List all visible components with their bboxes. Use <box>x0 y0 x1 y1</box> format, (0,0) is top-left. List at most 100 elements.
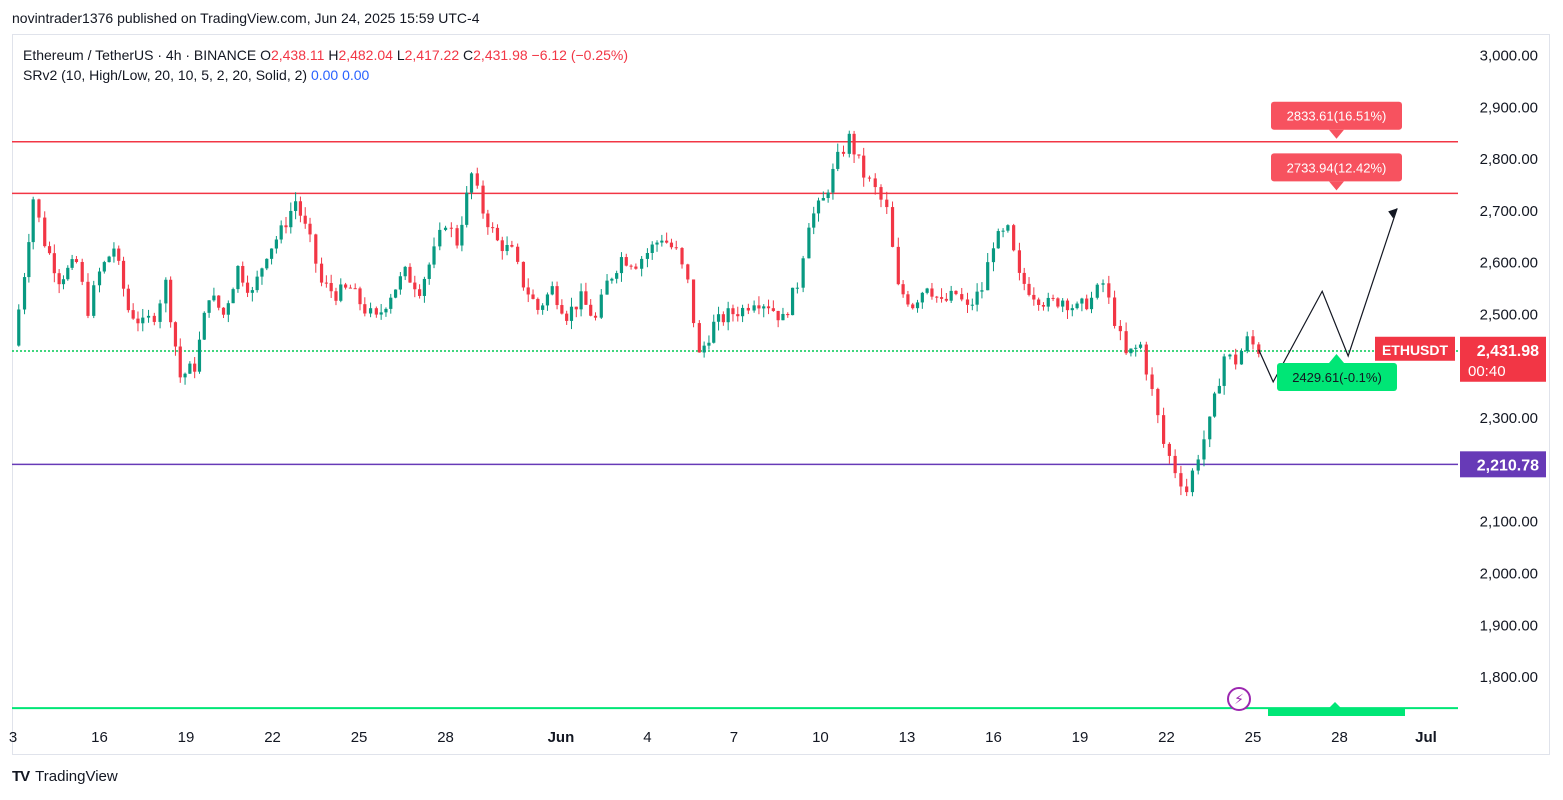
candle-body <box>495 227 500 241</box>
candle-body <box>821 198 825 201</box>
candle-body <box>1095 284 1099 298</box>
candle-body <box>1222 356 1226 386</box>
candle-body <box>1212 393 1217 417</box>
tradingview-logo-icon: TV <box>12 768 30 785</box>
x-tick-label: 25 <box>1245 729 1262 746</box>
candle-body <box>980 290 984 292</box>
candle-body <box>57 273 61 285</box>
x-tick-label: 13 <box>899 729 916 746</box>
candle-body <box>686 264 690 280</box>
candle-body <box>762 306 766 309</box>
support-box <box>1277 362 1397 391</box>
indicator-title[interactable]: SRv2 (10, High/Low, 20, 10, 5, 2, 20, So… <box>23 67 308 83</box>
x-tick-label: 3 <box>9 729 17 746</box>
lightning-icon[interactable]: ⚡ <box>1227 687 1251 711</box>
x-tick-label: 28 <box>437 729 454 746</box>
x-tick-label: 7 <box>730 729 738 746</box>
candle-body <box>536 298 540 310</box>
candle-body <box>541 305 545 310</box>
candle-body <box>1190 470 1195 493</box>
candle-body <box>680 248 684 265</box>
candle-body <box>1089 297 1094 310</box>
candle-body <box>217 295 221 308</box>
candle-body <box>363 304 367 314</box>
candle-body <box>1167 443 1171 456</box>
candle-body <box>599 294 603 318</box>
candle-body <box>550 286 554 295</box>
candle-body <box>86 281 90 316</box>
candle-body <box>707 342 711 346</box>
y-tick-label: 2,100.00 <box>1480 514 1538 531</box>
candle-body <box>873 178 877 188</box>
candle-body <box>31 199 35 243</box>
candle-body <box>131 310 135 319</box>
candle-body <box>324 282 328 284</box>
support-box-label: 2429.61(-0.1%) <box>1292 370 1382 385</box>
candle-body <box>1037 299 1041 305</box>
x-tick-label: 4 <box>643 729 651 746</box>
candle-body <box>925 288 929 293</box>
candle-body <box>579 291 583 310</box>
change-value: −6.12 (−0.25%) <box>531 47 629 63</box>
candle-body <box>991 248 996 263</box>
projection-arrowhead <box>1388 208 1398 219</box>
candle-body <box>1251 336 1255 345</box>
support-box-pointer <box>1329 353 1344 363</box>
candle-body <box>852 133 856 155</box>
candle-body <box>920 292 924 303</box>
candle-body <box>274 239 278 249</box>
candle-body <box>469 173 474 193</box>
candle-body <box>569 306 574 321</box>
candle-body <box>812 213 816 228</box>
candle-body <box>74 259 79 263</box>
candle-body <box>102 262 106 272</box>
footer-brand[interactable]: TV TradingView <box>12 768 118 785</box>
candle-body <box>1012 225 1016 251</box>
candle-body <box>801 258 805 288</box>
candle-body <box>413 282 417 290</box>
resistance-upper-box-pointer <box>1329 129 1344 139</box>
candle-body <box>289 210 293 228</box>
candle-body <box>885 199 889 208</box>
open-value: 2,438.11 <box>270 47 325 63</box>
x-tick-label: 19 <box>178 729 195 746</box>
candle-body <box>1027 283 1031 295</box>
candle-body <box>455 228 459 246</box>
candle-body <box>752 305 756 311</box>
candle-body <box>403 266 407 277</box>
candle-body <box>1234 354 1238 365</box>
candle-body <box>986 262 990 291</box>
candle-body <box>255 276 259 291</box>
candle-body <box>901 284 905 295</box>
candle-body <box>841 151 846 154</box>
candle-body <box>702 345 706 353</box>
candle-body <box>460 224 464 246</box>
candle-body <box>915 302 920 309</box>
candle-body <box>374 308 378 315</box>
candle-body <box>17 309 21 346</box>
candle-body <box>265 258 269 269</box>
candle-body <box>152 315 156 322</box>
candle-body <box>624 257 628 266</box>
candle-body <box>665 240 669 243</box>
candle-body <box>975 291 979 305</box>
footer-brand-text: TradingView <box>35 768 118 785</box>
x-tick-label: 28 <box>1331 729 1348 746</box>
candle-body <box>298 201 303 216</box>
candle-body <box>1051 297 1055 299</box>
candle-body <box>1196 459 1200 471</box>
candle-body <box>80 262 84 282</box>
y-tick-label: 2,700.00 <box>1480 203 1538 220</box>
candle-body <box>1001 230 1005 232</box>
candle-body <box>202 312 206 340</box>
candle-body <box>790 287 795 316</box>
candle-body <box>757 305 761 309</box>
resistance-upper-box-label: 2833.61(16.51%) <box>1287 109 1387 124</box>
candle-body <box>584 291 588 305</box>
candle-body <box>353 288 357 290</box>
candle-body <box>279 225 283 240</box>
symbol-title[interactable]: Ethereum / TetherUS · 4h · BINANCE <box>23 47 257 63</box>
y-tick-label: 2,000.00 <box>1480 565 1538 582</box>
candle-body <box>697 323 701 353</box>
